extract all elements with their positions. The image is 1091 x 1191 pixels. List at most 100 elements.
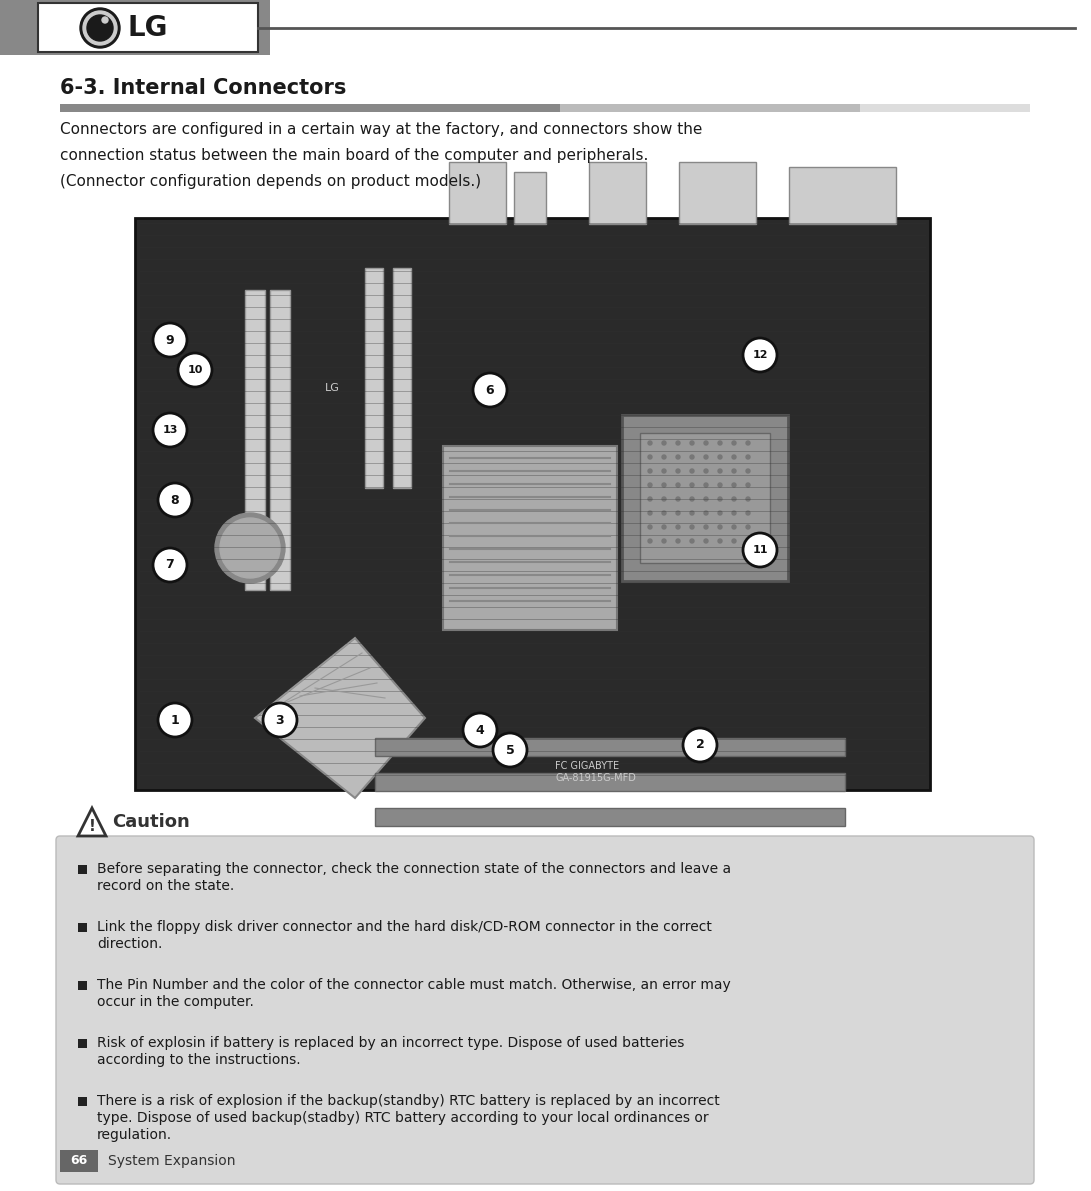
Text: 11: 11 [753, 545, 768, 555]
Circle shape [676, 497, 680, 501]
Text: 2: 2 [696, 738, 705, 752]
FancyBboxPatch shape [77, 1097, 87, 1106]
Circle shape [662, 540, 666, 543]
Text: occur in the computer.: occur in the computer. [97, 994, 254, 1009]
Circle shape [746, 469, 750, 473]
Circle shape [732, 484, 736, 487]
Circle shape [718, 497, 722, 501]
Circle shape [662, 455, 666, 459]
Text: 5: 5 [505, 743, 514, 756]
Text: connection status between the main board of the computer and peripherals.: connection status between the main board… [60, 148, 648, 163]
Circle shape [662, 525, 666, 529]
Text: 9: 9 [166, 333, 175, 347]
Text: 8: 8 [170, 493, 179, 506]
Circle shape [662, 497, 666, 501]
FancyBboxPatch shape [77, 981, 87, 990]
Text: FC GIGABYTE: FC GIGABYTE [555, 761, 619, 771]
Circle shape [80, 8, 120, 48]
Text: regulation.: regulation. [97, 1128, 172, 1142]
Text: record on the state.: record on the state. [97, 879, 235, 893]
FancyBboxPatch shape [393, 268, 411, 488]
Circle shape [83, 11, 117, 45]
Circle shape [718, 484, 722, 487]
Text: Risk of explosin if battery is replaced by an incorrect type. Dispose of used ba: Risk of explosin if battery is replaced … [97, 1036, 684, 1050]
Circle shape [718, 511, 722, 515]
Circle shape [732, 469, 736, 473]
Text: type. Dispose of used backup(stadby) RTC battery according to your local ordinan: type. Dispose of used backup(stadby) RTC… [97, 1111, 709, 1125]
FancyBboxPatch shape [789, 167, 896, 224]
Circle shape [704, 511, 708, 515]
Circle shape [690, 540, 694, 543]
Circle shape [220, 518, 280, 578]
Circle shape [648, 525, 652, 529]
Text: GA-81915G-MFD: GA-81915G-MFD [555, 773, 636, 782]
Text: Link the floppy disk driver connector and the hard disk/CD-ROM connector in the : Link the floppy disk driver connector an… [97, 919, 711, 934]
Text: Connectors are configured in a certain way at the factory, and connectors show t: Connectors are configured in a certain w… [60, 121, 703, 137]
Circle shape [662, 484, 666, 487]
FancyBboxPatch shape [56, 836, 1034, 1184]
Circle shape [746, 497, 750, 501]
Circle shape [648, 484, 652, 487]
FancyBboxPatch shape [365, 268, 383, 488]
FancyBboxPatch shape [375, 843, 846, 861]
FancyBboxPatch shape [589, 162, 646, 224]
Circle shape [493, 732, 527, 767]
Circle shape [690, 497, 694, 501]
FancyBboxPatch shape [77, 865, 87, 874]
Circle shape [473, 373, 507, 407]
Circle shape [676, 441, 680, 445]
Circle shape [683, 728, 717, 762]
Circle shape [732, 511, 736, 515]
Circle shape [153, 323, 187, 357]
Circle shape [690, 455, 694, 459]
FancyBboxPatch shape [77, 923, 87, 933]
Circle shape [746, 441, 750, 445]
FancyBboxPatch shape [560, 104, 1030, 112]
FancyBboxPatch shape [860, 104, 1030, 112]
Circle shape [153, 413, 187, 447]
Text: There is a risk of explosion if the backup(standby) RTC battery is replaced by a: There is a risk of explosion if the back… [97, 1095, 720, 1108]
Circle shape [648, 497, 652, 501]
Circle shape [690, 484, 694, 487]
Circle shape [746, 455, 750, 459]
Circle shape [746, 540, 750, 543]
Circle shape [732, 497, 736, 501]
Circle shape [158, 484, 192, 517]
Circle shape [676, 469, 680, 473]
Text: 3: 3 [276, 713, 285, 727]
FancyBboxPatch shape [77, 1039, 87, 1048]
Circle shape [718, 540, 722, 543]
FancyBboxPatch shape [514, 172, 546, 224]
Circle shape [704, 540, 708, 543]
FancyBboxPatch shape [60, 1151, 98, 1172]
FancyBboxPatch shape [60, 104, 1030, 112]
Circle shape [676, 511, 680, 515]
Text: LG: LG [325, 384, 340, 393]
Circle shape [648, 540, 652, 543]
Circle shape [648, 441, 652, 445]
Circle shape [153, 548, 187, 582]
Circle shape [648, 455, 652, 459]
Circle shape [743, 338, 777, 372]
Text: 66: 66 [71, 1154, 87, 1167]
Circle shape [718, 441, 722, 445]
Text: according to the instructions.: according to the instructions. [97, 1053, 301, 1067]
FancyBboxPatch shape [375, 773, 846, 791]
Circle shape [676, 484, 680, 487]
Circle shape [704, 469, 708, 473]
FancyBboxPatch shape [269, 289, 290, 590]
Circle shape [648, 469, 652, 473]
FancyBboxPatch shape [622, 414, 788, 581]
Text: !: ! [88, 818, 95, 834]
Circle shape [746, 484, 750, 487]
Text: 13: 13 [163, 425, 178, 435]
Circle shape [676, 455, 680, 459]
Circle shape [690, 441, 694, 445]
Circle shape [215, 513, 285, 584]
FancyBboxPatch shape [375, 807, 846, 827]
Text: 1: 1 [170, 713, 179, 727]
FancyBboxPatch shape [245, 289, 265, 590]
Text: Caution: Caution [112, 813, 190, 831]
Text: 7: 7 [166, 559, 175, 572]
Circle shape [746, 511, 750, 515]
